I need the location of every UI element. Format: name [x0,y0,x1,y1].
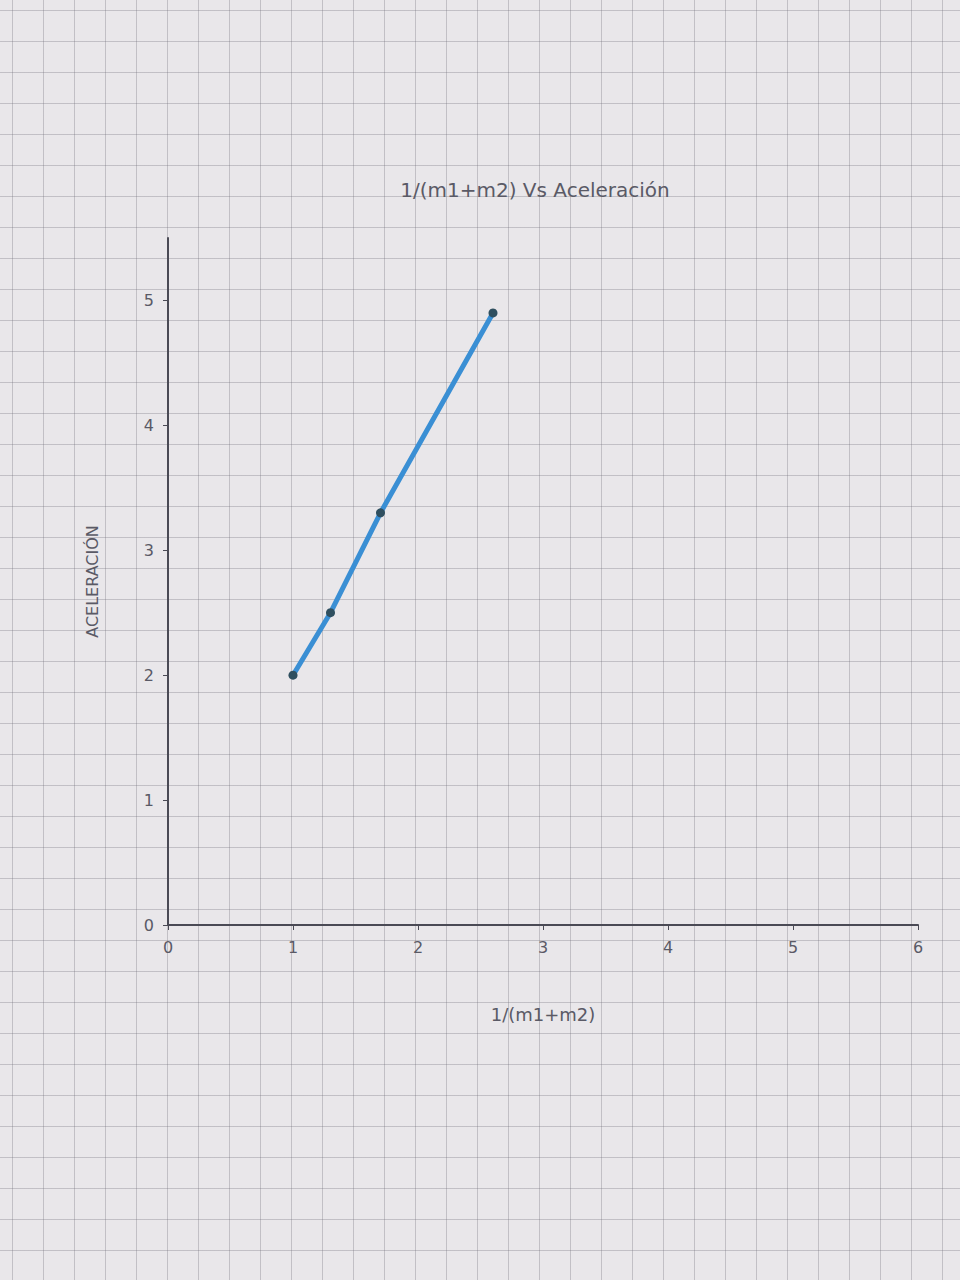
svg-text:6: 6 [913,938,923,957]
svg-text:1/(m1+m2): 1/(m1+m2) [491,1004,596,1025]
svg-text:1/(m1+m2) Vs Aceleración: 1/(m1+m2) Vs Aceleración [400,178,670,202]
svg-text:3: 3 [538,938,548,957]
svg-text:3: 3 [144,541,154,560]
svg-text:1: 1 [144,791,154,810]
svg-text:5: 5 [144,291,154,310]
svg-text:4: 4 [663,938,673,957]
svg-text:1: 1 [288,938,298,957]
svg-text:0: 0 [144,916,154,935]
svg-text:2: 2 [413,938,423,957]
svg-text:5: 5 [788,938,798,957]
svg-text:2: 2 [144,666,154,685]
svg-text:ACELERACIÓN: ACELERACIÓN [83,525,102,638]
svg-text:0: 0 [163,938,173,957]
svg-text:4: 4 [144,416,154,435]
